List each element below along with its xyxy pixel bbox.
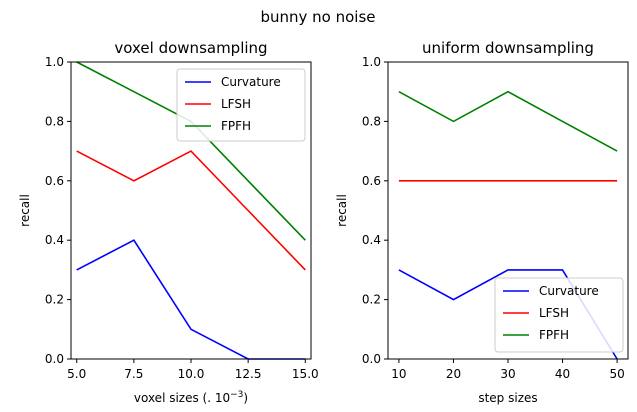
panel-2-y-tick-label: 0.4 — [362, 233, 381, 247]
panel-1-x-tick-label: 5.0 — [67, 367, 86, 381]
panel-1-series-line-curvature — [76, 239, 306, 360]
panel-1-x-tick-label: 15.0 — [292, 367, 319, 381]
panel-2-y-tick-label: 0.6 — [362, 174, 381, 188]
panel-1-x-tick-label: 12.5 — [235, 367, 262, 381]
panel-2-legend-label-lfsh: LFSH — [539, 306, 569, 320]
panel-2-legend: Curvature LFSH FPFH — [494, 277, 624, 353]
panel-2-series-line-fpfh — [398, 90, 618, 152]
panel-1-title: voxel downsampling — [114, 39, 267, 57]
panel-1-y-tick-label: 0.6 — [45, 174, 64, 188]
panel-2-x-tick-label: 10 — [391, 367, 406, 381]
panel-1-legend-box — [176, 68, 306, 142]
panel-1-legend-label-fpfh: FPFH — [221, 119, 251, 133]
panel-1-y-tick-label: 1.0 — [45, 55, 64, 69]
panel-2-legend-label-fpfh: FPFH — [539, 328, 569, 342]
panel-1-y-tick-label: 0.2 — [45, 293, 64, 307]
panel-1-x-tick-label: 7.5 — [124, 367, 143, 381]
panel-1-legend-label-lfsh: LFSH — [221, 97, 251, 111]
panel-1-axes: 5.0 7.5 10.0 12.5 15.0 0.0 0.2 0.4 0.6 0.8 1.0 voxe… — [18, 39, 319, 405]
panel-2-title: uniform downsampling — [422, 39, 594, 57]
panel-1-y-tick-label: 0.8 — [45, 114, 64, 128]
panel-2-x-axis-label: step sizes — [478, 391, 537, 405]
panel-1-y-tick-label: 0.0 — [45, 352, 64, 366]
panel-2-y-tick-label: 0.2 — [362, 293, 381, 307]
panel-1-x-axis-label: voxel sizes (. 10−3) — [134, 390, 248, 405]
panel-1-x-tick-label: 10.0 — [178, 367, 205, 381]
panel-1-x-axis-label-main: voxel sizes (. 10 — [134, 391, 230, 405]
panel-1-x-axis-label-tail: ) — [243, 391, 248, 405]
panel-2-legend-box — [494, 277, 624, 353]
panel-1-x-axis-label-exponent: −3 — [230, 390, 243, 400]
panel-1-y-axis-label: recall — [18, 194, 32, 227]
panel-1-legend: Curvature LFSH FPFH — [176, 68, 306, 142]
panel-2-x-tick-label: 20 — [446, 367, 461, 381]
panel-2-x-tick-label: 50 — [609, 367, 624, 381]
panel-2-y-tick-label: 0.8 — [362, 114, 381, 128]
figure-suptitle: bunny no noise — [260, 8, 375, 26]
panel-1-legend-label-curvature: Curvature — [221, 75, 281, 89]
panel-2-y-tick-label: 1.0 — [362, 55, 381, 69]
panel-1-series-line-lfsh — [76, 150, 306, 271]
panel-2-y-axis-label: recall — [335, 194, 349, 227]
panel-2-x-tick-label: 40 — [555, 367, 570, 381]
panel-2-x-axis-label-main: step sizes — [478, 391, 537, 405]
panel-2-y-tick-label: 0.0 — [362, 352, 381, 366]
panel-1-y-tick-label: 0.4 — [45, 233, 64, 247]
panel-2-legend-label-curvature: Curvature — [539, 284, 599, 298]
panel-2-x-tick-label: 30 — [500, 367, 515, 381]
panel-2-axes: 10 20 30 40 50 0.0 0.2 0.4 0.6 0.8 1.0 uniform down… — [335, 39, 629, 405]
